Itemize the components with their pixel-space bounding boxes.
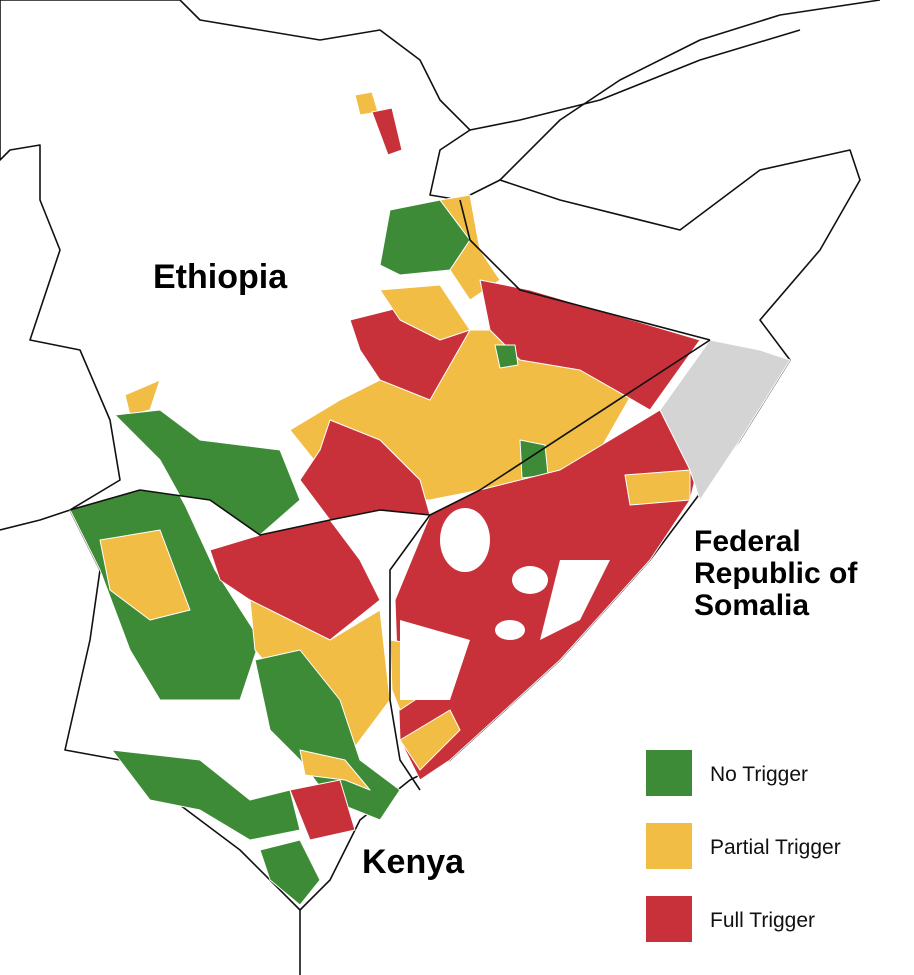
country-label: Ethiopia	[153, 258, 288, 296]
region	[124, 379, 161, 416]
legend-swatch	[646, 896, 692, 942]
region	[399, 709, 461, 771]
region	[289, 779, 356, 841]
region	[479, 279, 701, 411]
region	[99, 529, 191, 621]
country-label: Federal	[694, 525, 801, 558]
region	[624, 469, 691, 506]
region	[259, 839, 321, 906]
region	[494, 344, 519, 369]
region	[111, 749, 301, 841]
regions	[69, 91, 791, 906]
legend-label: No Trigger	[710, 763, 808, 786]
legend: No Trigger Partial Trigger Full Trigger	[646, 750, 841, 942]
region-no-data	[659, 339, 791, 501]
region	[299, 749, 371, 791]
region	[69, 409, 301, 701]
country-label: Somalia	[694, 589, 809, 622]
country-label: Kenya	[362, 843, 465, 881]
borders	[69, 199, 711, 791]
region	[519, 439, 549, 479]
legend-label: Partial Trigger	[710, 836, 841, 859]
region	[371, 107, 403, 156]
legend-label: Full Trigger	[710, 909, 815, 932]
region	[379, 284, 471, 341]
legend-swatch	[646, 750, 692, 796]
legend-swatch	[646, 823, 692, 869]
region	[254, 649, 401, 821]
country-label: Republic of	[694, 557, 858, 590]
